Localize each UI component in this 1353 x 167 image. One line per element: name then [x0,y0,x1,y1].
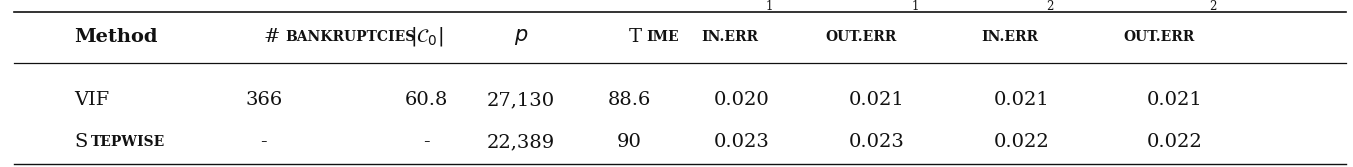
Text: 0.021: 0.021 [1146,91,1203,109]
Text: -: - [423,133,429,151]
Text: 2: 2 [1210,0,1216,13]
Text: OUT.ERR: OUT.ERR [825,30,897,44]
Text: VIF: VIF [74,91,110,109]
Text: 0.021: 0.021 [993,91,1050,109]
Text: 0.023: 0.023 [713,133,770,151]
Text: 90: 90 [617,133,641,151]
Text: 366: 366 [245,91,283,109]
Text: OUT.ERR: OUT.ERR [1123,30,1195,44]
Text: 0.023: 0.023 [848,133,905,151]
Text: S: S [74,133,88,151]
Text: 22,389: 22,389 [487,133,555,151]
Text: 60.8: 60.8 [405,91,448,109]
Text: TEPWISE: TEPWISE [91,135,165,149]
Text: 1: 1 [766,0,773,13]
Text: 0.021: 0.021 [848,91,905,109]
Text: IME: IME [647,30,679,44]
Text: 0.022: 0.022 [1146,133,1203,151]
Text: T: T [629,28,643,46]
Text: $p$: $p$ [514,27,528,47]
Text: 1: 1 [912,0,919,13]
Text: #: # [264,28,280,46]
Text: 27,130: 27,130 [487,91,555,109]
Text: IN.ERR: IN.ERR [981,30,1038,44]
Text: BANKRUPTCIES: BANKRUPTCIES [285,30,415,44]
Text: Method: Method [74,28,158,46]
Text: 0.020: 0.020 [713,91,770,109]
Text: -: - [261,133,267,151]
Text: 0.022: 0.022 [993,133,1050,151]
Text: IN.ERR: IN.ERR [701,30,758,44]
Text: 2: 2 [1046,0,1053,13]
Text: $|\mathcal{C}_0|$: $|\mathcal{C}_0|$ [410,25,442,48]
Text: 88.6: 88.6 [607,91,651,109]
